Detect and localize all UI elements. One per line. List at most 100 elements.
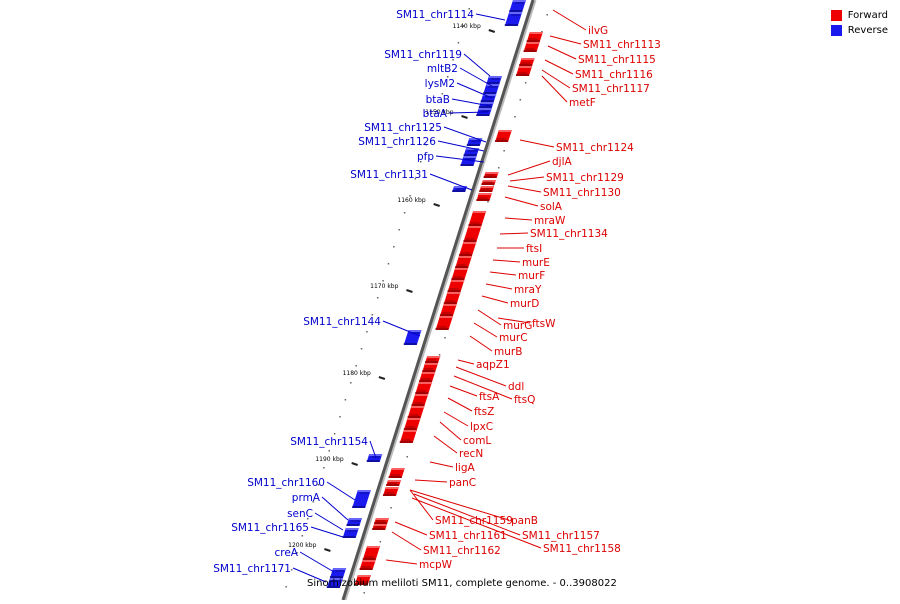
gene-body (463, 226, 482, 242)
reverse-gene (509, 0, 526, 12)
legend-forward-label: Forward (847, 10, 888, 21)
minor-tick (366, 331, 368, 333)
gene-body (468, 211, 487, 226)
leader-line (292, 567, 327, 583)
minor-tick (306, 518, 309, 520)
tick-mark (378, 376, 386, 380)
leader-line (385, 559, 418, 565)
leader-line (326, 481, 356, 501)
forward-gene (372, 524, 388, 530)
tick-label: 1150 kbp (425, 109, 453, 116)
leader-line (489, 271, 517, 276)
minor-tick (317, 484, 320, 486)
forward-gene (422, 363, 439, 372)
forward-gene-label: SM11_chr1159 (435, 515, 513, 527)
tick-label: 1170 kbp (370, 283, 398, 290)
reverse-gene-label: SM11_chr1114 (396, 9, 474, 21)
leader-line (463, 53, 491, 77)
forward-gene (386, 480, 401, 486)
minor-tick (425, 144, 427, 146)
minor-tick (333, 433, 336, 435)
leader-line (411, 497, 542, 549)
gene-body (359, 560, 376, 570)
forward-gene-label: murB (494, 346, 522, 358)
forward-gene (443, 292, 461, 304)
leader-line (504, 196, 539, 207)
gene-body (519, 58, 535, 66)
gene-body (509, 0, 526, 12)
leader-line (443, 126, 487, 143)
minor-tick (420, 161, 422, 163)
legend-reverse-swatch (830, 25, 842, 36)
forward-gene (399, 430, 417, 443)
forward-gene (519, 58, 535, 66)
gene-body (495, 130, 512, 142)
gene-body (354, 575, 371, 585)
leader-line (439, 421, 462, 441)
forward-gene (354, 575, 371, 585)
reverse-gene (326, 578, 343, 588)
minor-tick (487, 201, 489, 203)
minor-tick (403, 212, 406, 214)
leader-line (413, 493, 521, 536)
leader-line (499, 232, 529, 235)
reverse-gene (352, 490, 371, 508)
leader-line (504, 217, 533, 221)
leader-line (435, 155, 485, 163)
forward-gene-label: ftsZ (474, 406, 494, 418)
tick-mark (488, 29, 496, 33)
gene-body (382, 487, 399, 496)
minor-tick (457, 42, 460, 44)
leader-line (469, 335, 493, 352)
minor-tick (503, 150, 505, 152)
minor-tick (390, 507, 392, 509)
forward-gene (523, 42, 540, 52)
reverse-gene-label: mltB2 (427, 63, 458, 75)
reverse-gene (480, 94, 497, 102)
leader-line (473, 322, 498, 338)
forward-gene-label: murF (518, 270, 545, 282)
reverse-gene (329, 568, 347, 578)
reverse-gene (460, 156, 477, 166)
leader-line (433, 435, 458, 454)
leader-line (321, 496, 349, 521)
reverse-gene-label: SM11_chr1119 (384, 49, 462, 61)
gene-body (451, 268, 469, 280)
forward-gene-label: murC (499, 332, 528, 344)
forward-gene (374, 518, 389, 524)
tick-label: 1190 kbp (315, 456, 343, 463)
forward-gene (407, 406, 425, 418)
forward-gene-label: ftsA (479, 391, 500, 403)
reverse-gene (466, 138, 483, 146)
forward-gene-label: ligA (455, 462, 475, 474)
reverse-gene-label: SM11_chr1154 (290, 436, 368, 448)
legend-reverse: Reverse (830, 23, 888, 38)
forward-gene-label: SM11_chr1157 (522, 530, 600, 542)
reverse-gene-label: pfp (417, 151, 434, 163)
leader-line (437, 140, 485, 152)
tick-label: 1180 kbp (343, 370, 371, 377)
leader-line (477, 309, 502, 326)
leader-line (443, 411, 469, 427)
forward-gene-label: aqpZ1 (476, 359, 510, 371)
minor-tick (498, 167, 500, 169)
forward-gene-label: SM11_chr1115 (578, 54, 656, 66)
reverse-gene-label: SM11_chr1125 (364, 122, 442, 134)
legend: Forward Reverse (830, 8, 888, 38)
forward-gene (458, 242, 477, 256)
leader-line (382, 320, 421, 337)
reverse-gene (342, 528, 359, 538)
reverse-gene-label: SM11_chr1144 (303, 316, 381, 328)
forward-gene (419, 372, 436, 382)
forward-gene (526, 32, 543, 42)
tick-label: 1140 kbp (452, 23, 480, 30)
forward-gene (481, 180, 496, 185)
gene-body (326, 578, 343, 588)
leader-line (507, 160, 551, 176)
leader-line (519, 139, 555, 148)
leader-line (314, 512, 344, 531)
forward-gene-label: SM11_chr1130 (543, 187, 621, 199)
minor-tick (379, 541, 382, 543)
minor-tick (541, 31, 543, 33)
